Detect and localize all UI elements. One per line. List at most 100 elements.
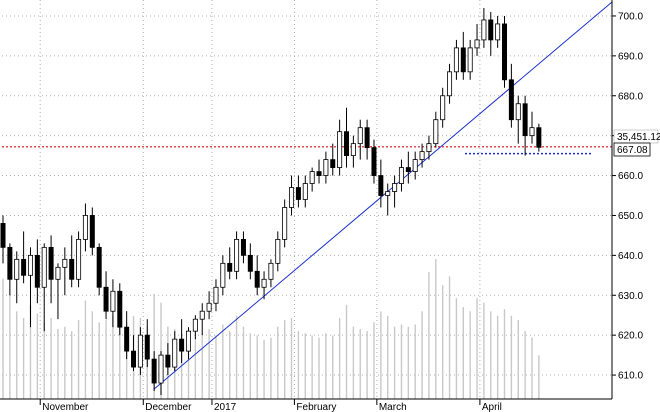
candle-up	[495, 23, 501, 41]
candle-up	[27, 254, 33, 276]
candle-down	[240, 238, 246, 256]
y-tick-label: 660.0	[618, 171, 643, 182]
candle-up	[172, 338, 178, 368]
candle-down	[536, 127, 542, 148]
candle-up	[323, 159, 329, 176]
candle-down	[103, 286, 109, 312]
candles	[0, 7, 542, 396]
candle-down	[124, 326, 130, 352]
candle-up	[268, 262, 274, 280]
candle-up	[62, 258, 68, 268]
candle-up	[206, 302, 212, 312]
candle-up	[41, 246, 47, 288]
candle-down	[460, 47, 466, 73]
y-tick-label: 620.0	[618, 331, 643, 342]
x-tick-label: December	[145, 402, 192, 412]
last-price-badge-text: 667.08	[617, 145, 648, 156]
candle-up	[55, 266, 61, 280]
candle-up	[481, 19, 487, 41]
candle-up	[385, 191, 391, 196]
candle-up	[467, 47, 473, 73]
candle-up	[433, 119, 439, 145]
candle-down	[295, 187, 301, 200]
candle-down	[227, 262, 233, 272]
candle-up	[261, 278, 267, 288]
x-tick-label: November	[42, 402, 89, 412]
y-tick-label: 630.0	[618, 291, 643, 302]
reference-lines	[2, 146, 612, 155]
y-tick-label: 610.0	[618, 371, 643, 382]
candle-up	[309, 171, 315, 184]
candle-down	[131, 350, 137, 368]
candle-up	[158, 354, 164, 384]
candle-down	[488, 19, 494, 41]
candle-up	[82, 215, 88, 240]
x-tick-label: February	[296, 402, 336, 412]
candle-up	[398, 167, 404, 184]
candle-up	[137, 334, 143, 368]
candle-down	[7, 246, 13, 280]
candle-up	[302, 183, 308, 200]
candle-down	[144, 334, 150, 360]
volume-badge: 35,451.12	[613, 129, 660, 144]
y-tick-label: 680.0	[618, 91, 643, 102]
candle-up	[350, 143, 356, 157]
candle-up	[419, 151, 425, 160]
candle-up	[192, 318, 198, 332]
candle-up	[392, 183, 398, 192]
y-tick-label: 700.0	[618, 11, 643, 22]
candle-up	[515, 103, 521, 121]
y-tick-label: 690.0	[618, 51, 643, 62]
candle-down	[247, 254, 253, 272]
y-axis-ticks: 610.0620.0630.0640.0650.0660.0670.0680.0…	[612, 11, 643, 382]
candle-down	[343, 131, 349, 157]
candle-up	[199, 310, 205, 320]
candle-up	[447, 71, 453, 97]
x-tick-label: 2017	[214, 402, 237, 412]
volume-badge-text: 35,451.12	[617, 132, 660, 143]
candle-down	[254, 270, 260, 288]
candle-down	[165, 354, 171, 368]
candle-down	[378, 175, 384, 196]
candle-down	[179, 338, 185, 352]
candle-up	[412, 159, 418, 172]
candle-up	[453, 47, 459, 73]
candle-down	[522, 103, 528, 137]
candle-down	[371, 147, 377, 176]
x-tick-label: April	[482, 402, 502, 412]
candle-down	[508, 79, 514, 121]
candle-up	[220, 262, 226, 288]
candle-up	[529, 127, 535, 137]
candle-up	[440, 95, 446, 121]
candle-up	[282, 207, 288, 240]
candle-up	[337, 131, 343, 168]
volume-bars	[2, 258, 540, 399]
x-tick-label: March	[379, 402, 407, 412]
candle-up	[185, 330, 191, 352]
candle-up	[275, 238, 281, 264]
candle-down	[48, 246, 54, 280]
candle-up	[474, 39, 480, 49]
candle-up	[110, 290, 116, 312]
candle-down	[364, 127, 370, 149]
candle-up	[213, 286, 219, 304]
candle-down	[69, 258, 75, 280]
candle-down	[151, 358, 157, 384]
candle-down	[34, 254, 40, 288]
candle-down	[316, 171, 322, 176]
candle-down	[96, 246, 102, 288]
candle-down	[0, 223, 6, 248]
y-tick-label: 650.0	[618, 211, 643, 222]
candle-up	[76, 238, 82, 280]
candle-up	[357, 127, 363, 145]
candle-down	[117, 290, 123, 328]
candle-up	[426, 143, 432, 153]
candle-up	[14, 258, 20, 280]
candle-up	[234, 238, 240, 272]
candle-down	[21, 258, 27, 276]
candle-up	[289, 187, 295, 208]
x-axis-ticks: November December 2017 February March April	[39, 399, 502, 412]
candle-down	[405, 167, 411, 172]
candle-down	[502, 23, 508, 81]
